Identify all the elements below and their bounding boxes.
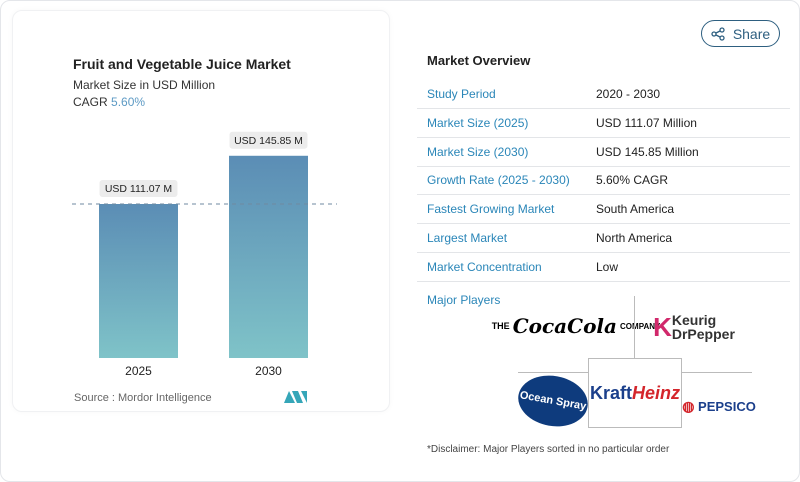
bar-2025 <box>99 204 178 358</box>
row-label: Market Concentration <box>427 259 542 274</box>
row-label: Study Period <box>427 87 496 101</box>
logo-pepsico: ◍ PEPSICO <box>682 397 756 414</box>
share-label: Share <box>732 25 771 42</box>
disclaimer: *Disclaimer: Major Players sorted in no … <box>427 444 670 455</box>
row-label: Fastest Growing Market <box>427 202 555 217</box>
overview-title: Market Overview <box>427 53 531 68</box>
row-label: Market Size (2025) <box>427 115 529 130</box>
data-label-bg <box>99 180 178 197</box>
x-tick-label: 2030 <box>255 364 282 378</box>
overview-row: Growth Rate (2025 - 2030) 5.60% CAGR <box>417 166 790 196</box>
row-value: 2020 - 2030 <box>596 87 661 101</box>
overview-row: Market Concentration Low <box>417 253 790 282</box>
logo-keurig-dr-pepper: K Keurig DrPepper <box>653 311 735 342</box>
data-label-bg <box>229 131 308 149</box>
row-value: Low <box>596 259 619 274</box>
mordor-logo-icon <box>284 391 307 403</box>
logo-divider <box>634 296 635 358</box>
share-icon <box>711 26 725 41</box>
row-value: USD 111.07 Million <box>596 115 697 130</box>
cagr: CAGR 5.60% <box>73 95 145 109</box>
row-label: Growth Rate (2025 - 2030) <box>427 173 570 188</box>
source-text: Source : Mordor Intelligence <box>74 392 212 404</box>
bar-chart: USD 111.07 M 2025 USD 145.85 M 2030 <box>72 131 337 378</box>
overview-row: Fastest Growing Market South America <box>417 195 790 225</box>
data-label: USD 111.07 M <box>105 183 172 195</box>
overview-row: Study Period 2020 - 2030 <box>417 80 790 109</box>
data-label: USD 145.85 M <box>234 135 303 147</box>
overview-row: Market Size (2030) USD 145.85 Million <box>417 138 790 167</box>
x-tick-label: 2025 <box>125 364 152 378</box>
cagr-label: CAGR <box>73 95 108 109</box>
overview-row: Market Size (2025) USD 111.07 Million <box>417 109 790 138</box>
chart-title: Fruit and Vegetable Juice Market <box>73 56 291 72</box>
row-label: Largest Market <box>427 231 508 245</box>
overview-row: Largest Market North America <box>417 224 790 253</box>
cagr-value: 5.60% <box>111 95 146 109</box>
bar-2030 <box>229 155 308 358</box>
chart-card <box>12 10 390 412</box>
row-label: Market Size (2030) <box>427 144 529 159</box>
logo-coca-cola: THE CocaCola COMPANY <box>491 314 661 338</box>
logo-kraft-heinz: Kraft Heinz <box>588 358 682 428</box>
row-value: South America <box>596 202 675 217</box>
major-players-label: Major Players <box>427 293 501 307</box>
row-value: North America <box>596 231 673 245</box>
share-button[interactable]: Share <box>701 20 780 47</box>
row-value: 5.60% CAGR <box>596 173 669 188</box>
row-value: USD 145.85 Million <box>596 144 699 159</box>
chart-subtitle: Market Size in USD Million <box>73 78 216 92</box>
